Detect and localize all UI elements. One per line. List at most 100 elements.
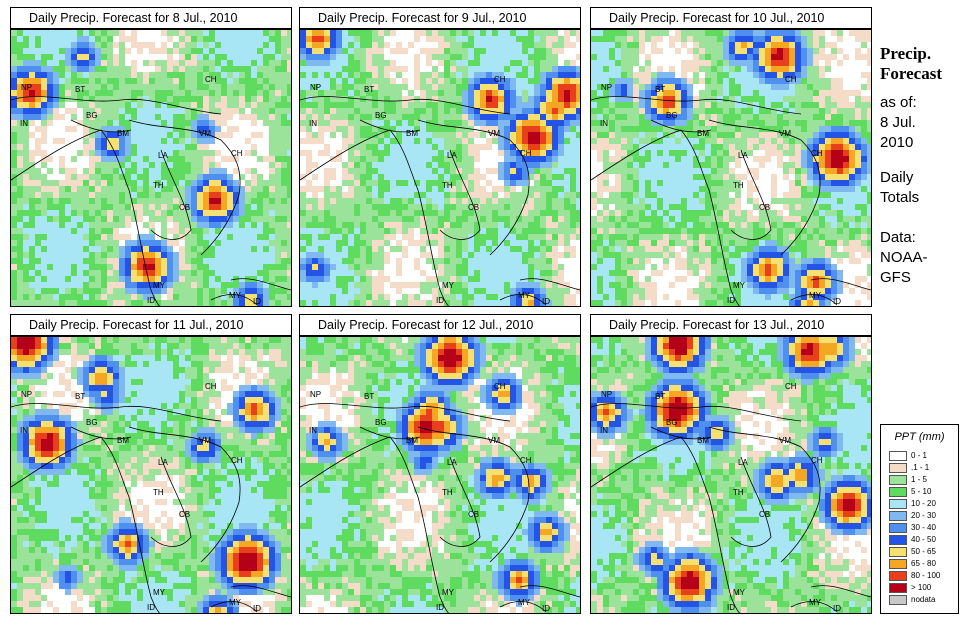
country-label: MY [809,598,822,607]
country-label: VM [199,129,211,138]
country-label: ID [436,296,444,305]
legend-swatch [889,595,907,605]
legend-swatch [889,451,907,461]
panel-title: Daily Precip. Forecast for 12 Jul., 2010 [299,314,581,336]
legend-swatch [889,547,907,557]
country-label: BM [697,129,709,138]
legend-label: 1 - 5 [911,475,928,484]
sidebar-totals: Daily Totals [880,168,919,208]
country-label: BM [117,436,129,445]
sidebar-data-line3: GFS [880,269,911,286]
legend-label: 0 - 1 [911,451,928,460]
country-label: CH [811,456,823,465]
legend-swatch [889,475,907,485]
country-label: BG [86,418,98,427]
legend-label: 20 - 30 [911,511,936,520]
country-label: NP [601,83,612,92]
legend-label: nodata [911,595,936,604]
country-label: NP [601,390,612,399]
country-label: NP [21,83,32,92]
precip-map: NP BT BG IN BM CH VM LA TH CB CH MY MY ID ID [299,29,581,307]
country-label: IN [20,119,28,128]
country-label: CH [785,75,797,84]
country-label: BT [364,392,374,401]
precip-map: NP BT BG IN BM CH VM LA TH CB CH MY MY ID ID [10,29,292,307]
country-label: ID [147,296,155,305]
legend-label: 50 - 65 [911,547,936,556]
legend-swatch [889,511,907,521]
country-label: VM [779,129,791,138]
country-label: MY [518,598,531,607]
sidebar-data-source: Data: NOAA- GFS [880,228,928,288]
legend-swatch [889,559,907,569]
country-label: MY [442,281,455,290]
legend-label: 40 - 50 [911,535,936,544]
precip-map: NP BT BG IN BM CH VM LA TH CB CH MY MY ID ID [590,336,872,614]
country-label: IN [20,426,28,435]
country-label: NP [21,390,32,399]
country-label: IN [309,426,317,435]
legend-label: 65 - 80 [911,559,936,568]
country-label: TH [153,488,164,497]
country-label: CH [785,382,797,391]
country-label: VM [488,129,500,138]
forecast-panel-4: Daily Precip. Forecast for 11 Jul., 2010… [10,314,292,614]
country-label: MY [442,588,455,597]
country-label: CH [231,149,243,158]
country-label: LA [158,151,168,160]
country-label: BT [364,85,374,94]
country-label: CB [759,510,770,519]
country-label: LA [738,458,748,467]
country-label: NP [310,83,321,92]
country-label: BM [406,129,418,138]
legend-label: 10 - 20 [911,499,936,508]
sidebar-title: Precip. Forecast [880,44,942,84]
country-label: IN [309,119,317,128]
precip-map: NP BT BG IN BM CH VM LA TH CB CH MY MY ID ID [299,336,581,614]
country-label: CB [759,203,770,212]
sidebar-title-line1: Precip. [880,44,932,63]
country-label: ID [253,297,261,306]
country-label: CH [205,75,217,84]
forecast-panel-5: Daily Precip. Forecast for 12 Jul., 2010… [299,314,581,614]
panel-title: Daily Precip. Forecast for 8 Jul., 2010 [10,7,292,29]
sidebar-title-line2: Forecast [880,64,942,83]
sidebar-asof: as of: 8 Jul. 2010 [880,93,917,153]
country-label: LA [158,458,168,467]
country-label: CB [179,203,190,212]
country-label: ID [542,604,550,613]
panel-title: Daily Precip. Forecast for 13 Jul., 2010 [590,314,872,336]
country-label: ID [833,297,841,306]
forecast-panel-3: Daily Precip. Forecast for 10 Jul., 2010… [590,7,872,307]
country-label: ID [542,297,550,306]
legend-swatch [889,463,907,473]
country-label: VM [199,436,211,445]
country-label: CB [179,510,190,519]
sidebar-asof-line1: as of: [880,94,917,111]
country-label: NP [310,390,321,399]
country-label: CH [494,382,506,391]
country-label: CH [520,149,532,158]
country-label: CH [231,456,243,465]
country-label: ID [436,603,444,612]
country-label: ID [727,603,735,612]
country-label: MY [229,291,242,300]
legend-swatch [889,487,907,497]
forecast-panel-2: Daily Precip. Forecast for 9 Jul., 2010 N… [299,7,581,307]
country-label: BT [75,392,85,401]
country-label: BT [655,392,665,401]
country-label: ID [727,296,735,305]
country-label: MY [518,291,531,300]
country-label: LA [738,151,748,160]
country-label: TH [733,488,744,497]
country-label: ID [147,603,155,612]
legend-label: 5 - 10 [911,487,932,496]
sidebar-asof-line3: 2010 [880,134,914,151]
sidebar-totals-line1: Daily [880,169,914,186]
country-label: TH [442,488,453,497]
country-label: BM [406,436,418,445]
legend-swatch [889,523,907,533]
country-label: ID [833,604,841,613]
country-label: TH [733,181,744,190]
country-label: MY [809,291,822,300]
